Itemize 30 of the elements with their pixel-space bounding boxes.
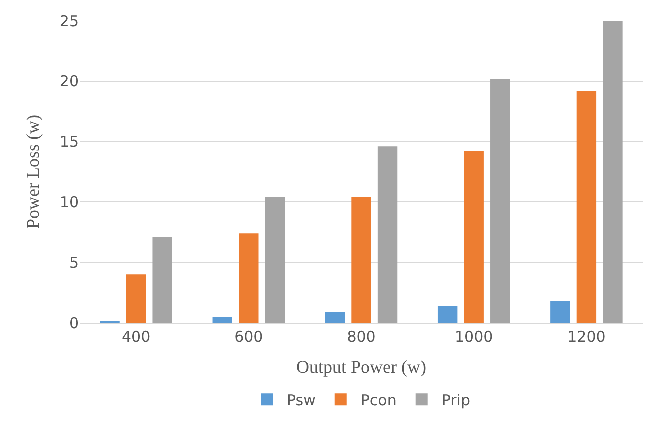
bar bbox=[212, 316, 232, 323]
y-tick-label: 25 bbox=[60, 12, 79, 30]
bar bbox=[265, 197, 286, 323]
bar bbox=[152, 237, 172, 323]
bar bbox=[352, 197, 372, 323]
bar bbox=[126, 274, 146, 323]
legend-label: Psw bbox=[287, 392, 316, 410]
y-tick-label: 10 bbox=[60, 193, 79, 212]
x-tick-label: 400 bbox=[122, 328, 151, 346]
bar bbox=[325, 312, 346, 323]
y-tick-label: 0 bbox=[69, 314, 79, 332]
x-tick-label: 800 bbox=[347, 328, 376, 346]
bar bbox=[378, 146, 398, 323]
x-tick-label: 1200 bbox=[568, 328, 606, 346]
x-axis-title: Output Power (w) bbox=[296, 357, 426, 378]
y-axis-title: Power Loss (w) bbox=[23, 115, 44, 229]
x-tick-label: 1000 bbox=[455, 328, 494, 346]
bar bbox=[464, 151, 484, 323]
bar bbox=[550, 301, 570, 323]
y-tick-label: 5 bbox=[69, 254, 79, 272]
legend-label: Pcon bbox=[360, 392, 397, 410]
bar bbox=[576, 91, 597, 323]
bar bbox=[239, 234, 259, 323]
y-tick-label: 20 bbox=[60, 72, 79, 91]
bar bbox=[438, 306, 458, 323]
legend-label: Prip bbox=[442, 392, 470, 410]
y-tick-label: 15 bbox=[60, 133, 79, 152]
bar bbox=[603, 21, 623, 323]
bar bbox=[490, 78, 510, 323]
x-tick-label: 600 bbox=[234, 328, 264, 346]
